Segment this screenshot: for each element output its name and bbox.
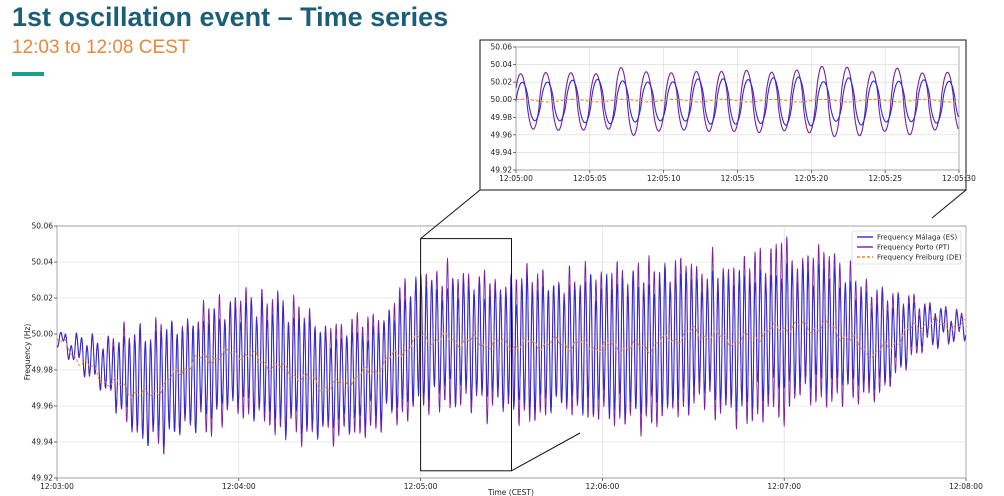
inset-y-ticks: 49.92 49.94 49.96 49.98 50.00 50.02 50.04 50.06 — [491, 43, 516, 175]
inset-x-tick-label: 12:05:25 — [868, 174, 902, 183]
zoom-connector-line — [511, 432, 581, 472]
legend-box — [851, 230, 962, 265]
main-y-tick-label: 50.06 — [32, 222, 54, 231]
inset-y-tick-label: 49.98 — [491, 113, 513, 122]
inset-y-tick-label: 49.96 — [491, 130, 513, 139]
main-y-tick-label: 49.98 — [32, 366, 54, 375]
page-subtitle: 12:03 to 12:08 CEST — [12, 37, 190, 58]
main-x-tick-label: 12:08:00 — [949, 482, 983, 491]
zoom-connector-line — [420, 189, 481, 239]
main-x-tick-label: 12:05:00 — [404, 482, 438, 491]
main-y-tick-label: 50.02 — [32, 294, 54, 303]
main-y-tick-label: 49.96 — [32, 402, 54, 411]
main-y-ticks: 49.92 49.94 49.96 49.98 50.00 50.02 50.04 50.06 — [32, 222, 57, 483]
inset-y-tick-label: 50.06 — [491, 43, 513, 52]
main-x-axis-label: Time (CEST) — [487, 488, 534, 496]
inset-x-tick-label: 12:05:20 — [794, 174, 828, 183]
main-x-ticks: 12:03:00 12:04:00 12:05:00 12:06:00 12:07:00… — [40, 478, 983, 491]
main-y-tick-label: 50.04 — [32, 258, 54, 267]
inset-y-tick-label: 50.04 — [491, 60, 513, 69]
page-title: 1st oscillation event – Time series — [12, 2, 449, 32]
inset-x-tick-label: 12:05:05 — [573, 174, 607, 183]
accent-bar — [12, 72, 44, 76]
main-x-tick-label: 12:04:00 — [222, 482, 256, 491]
inset-series-line-porto — [515, 65, 959, 138]
legend-callout-line — [931, 189, 967, 219]
inset-series-group — [515, 65, 959, 138]
inset-x-tick-label: 12:05:10 — [647, 174, 681, 183]
main-y-tick-label: 49.92 — [32, 474, 54, 483]
main-y-axis-label: Frequency (Hz) — [23, 324, 32, 381]
inset-x-ticks: 12:05:00 12:05:05 12:05:10 12:05:15 12:05:20… — [499, 170, 976, 183]
main-x-tick-label: 12:03:00 — [40, 482, 74, 491]
legend: Frequency Málaga (ES) Frequency Porto (P… — [851, 230, 962, 265]
inset-y-tick-label: 50.02 — [491, 78, 513, 87]
inset-y-tick-label: 49.92 — [491, 166, 513, 175]
legend-label-porto: Frequency Porto (PT) — [877, 244, 950, 252]
legend-label-freiburg: Frequency Freiburg (DE) — [877, 254, 962, 262]
series-line-freiburg — [56, 316, 967, 398]
legend-label-malaga: Frequency Málaga (ES) — [877, 234, 958, 242]
inset-x-tick-label: 12:05:30 — [942, 174, 976, 183]
inset-series-line-malaga — [515, 76, 959, 127]
main-x-tick-label: 12:07:00 — [767, 482, 801, 491]
inset-x-tick-label: 12:05:00 — [499, 174, 533, 183]
inset-series-line-freiburg — [515, 98, 959, 103]
inset-y-tick-label: 50.00 — [491, 95, 513, 104]
main-y-tick-label: 49.94 — [32, 438, 54, 447]
inset-x-tick-label: 12:05:15 — [721, 174, 755, 183]
main-y-tick-label: 50.00 — [32, 330, 54, 339]
zoom-box — [420, 238, 513, 472]
main-x-tick-label: 12:06:00 — [586, 482, 620, 491]
inset-y-tick-label: 49.94 — [491, 148, 513, 157]
